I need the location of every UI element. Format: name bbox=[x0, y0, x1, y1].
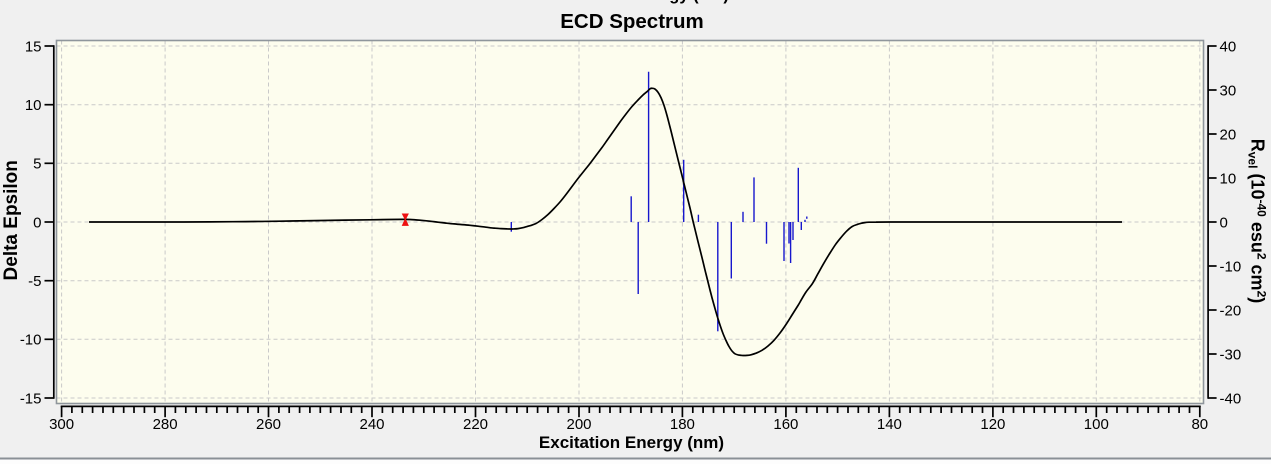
svg-text:-30: -30 bbox=[1220, 346, 1242, 363]
svg-text:-10: -10 bbox=[1220, 258, 1242, 275]
svg-text:20: 20 bbox=[1220, 126, 1237, 143]
svg-text:240: 240 bbox=[359, 416, 384, 433]
svg-text:220: 220 bbox=[463, 416, 488, 433]
svg-text:-5: -5 bbox=[28, 273, 41, 290]
svg-text:Rvel (10-40 esu2 cm2): Rvel (10-40 esu2 cm2) bbox=[1246, 139, 1269, 304]
svg-text:5: 5 bbox=[33, 156, 41, 173]
svg-text:-20: -20 bbox=[1220, 302, 1242, 319]
svg-text:Excitation Energy (nm): Excitation Energy (nm) bbox=[539, 433, 724, 452]
svg-text:80: 80 bbox=[1191, 416, 1208, 433]
svg-text:10: 10 bbox=[1220, 170, 1237, 187]
svg-text:0: 0 bbox=[1220, 214, 1228, 231]
svg-text:200: 200 bbox=[566, 416, 591, 433]
svg-text:280: 280 bbox=[153, 416, 178, 433]
svg-text:ECD Spectrum: ECD Spectrum bbox=[560, 10, 704, 33]
svg-text:40: 40 bbox=[1220, 38, 1237, 55]
svg-text:-15: -15 bbox=[20, 390, 42, 407]
svg-text:Excitation Energy (nm): Excitation Energy (nm) bbox=[549, 0, 729, 4]
svg-text:-40: -40 bbox=[1220, 390, 1242, 407]
svg-text:30: 30 bbox=[1220, 82, 1237, 99]
svg-text:100: 100 bbox=[1084, 416, 1109, 433]
svg-text:120: 120 bbox=[980, 416, 1005, 433]
svg-text:0: 0 bbox=[33, 214, 41, 231]
svg-text:260: 260 bbox=[256, 416, 281, 433]
svg-text:-10: -10 bbox=[20, 332, 42, 349]
svg-text:160: 160 bbox=[773, 416, 798, 433]
svg-text:10: 10 bbox=[25, 97, 42, 114]
svg-text:140: 140 bbox=[877, 416, 902, 433]
svg-text:300: 300 bbox=[49, 416, 74, 433]
svg-text:180: 180 bbox=[670, 416, 695, 433]
svg-text:15: 15 bbox=[25, 38, 42, 55]
svg-text:Delta Epsilon: Delta Epsilon bbox=[1, 160, 22, 280]
